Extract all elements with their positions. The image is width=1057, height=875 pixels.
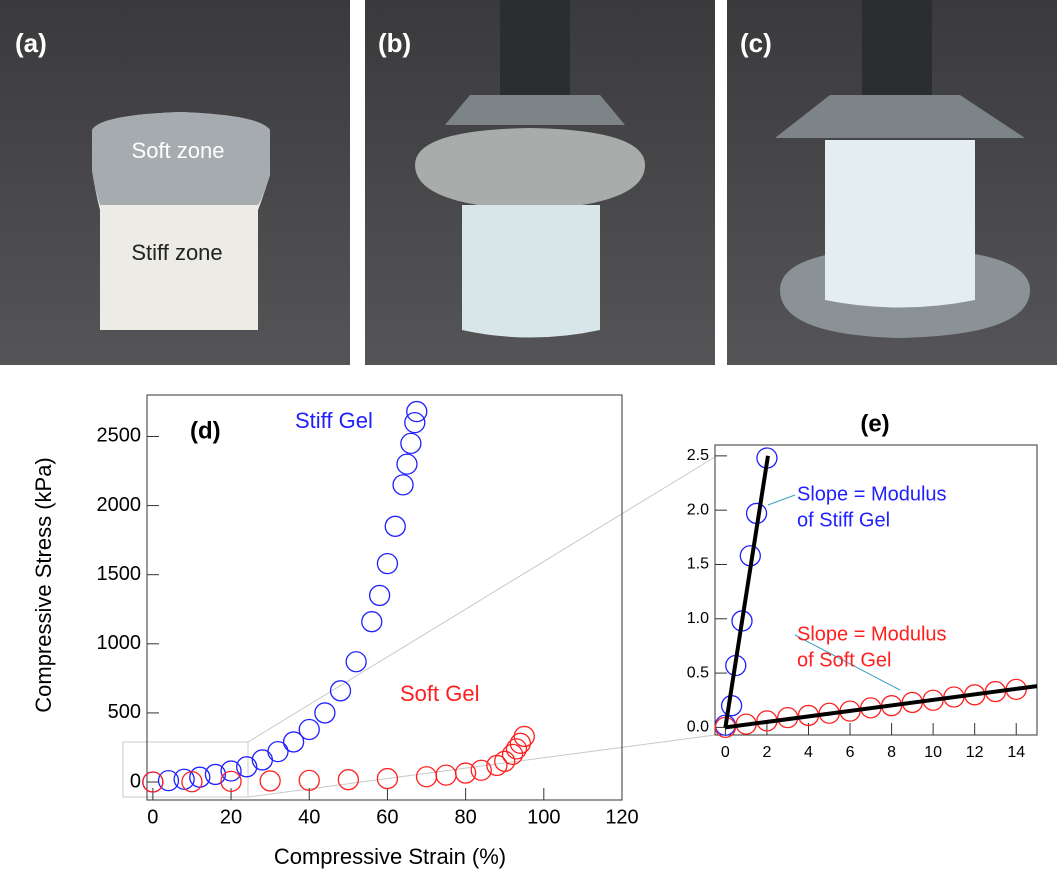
chart-title: (e) xyxy=(860,410,889,437)
panel-label: (c) xyxy=(740,28,772,58)
x-tick-label: 80 xyxy=(454,806,476,828)
zoom-line xyxy=(248,457,715,742)
photo-b: (b) xyxy=(365,0,715,365)
annotation: of Stiff Gel xyxy=(797,509,890,531)
panel-label: (a) xyxy=(15,28,47,58)
photo-a: (a) Soft zone Stiff zone xyxy=(0,0,350,365)
zone-label: Soft zone xyxy=(132,138,225,163)
x-tick-label: 6 xyxy=(846,744,855,761)
annotation: Slope = Modulus xyxy=(797,483,947,505)
x-tick-label: 20 xyxy=(220,806,242,828)
data-point xyxy=(205,764,225,784)
annotation: of Soft Gel xyxy=(797,649,892,671)
data-point xyxy=(397,454,417,474)
x-tick-label: 0 xyxy=(147,806,158,828)
x-tick-label: 8 xyxy=(887,744,896,761)
data-point xyxy=(331,681,351,701)
data-point xyxy=(260,771,280,791)
x-tick-label: 12 xyxy=(966,744,984,761)
y-tick-label: 2.5 xyxy=(687,447,709,464)
x-tick-label: 2 xyxy=(762,744,771,761)
y-tick-label: 1.5 xyxy=(687,556,709,573)
y-tick-label: 0 xyxy=(130,770,141,792)
data-point xyxy=(338,770,358,790)
chart-title: (d) xyxy=(190,417,221,444)
data-point xyxy=(370,585,390,605)
fit-line xyxy=(725,686,1037,727)
series-label: Stiff Gel xyxy=(295,408,373,433)
x-tick-label: 0 xyxy=(721,744,730,761)
data-point xyxy=(510,733,530,753)
data-point xyxy=(346,652,366,672)
x-tick-label: 120 xyxy=(605,806,638,828)
y-tick-label: 1500 xyxy=(97,563,142,585)
data-point xyxy=(407,402,427,422)
figure: (a) Soft zone Stiff zone (b) (c) (d)0204… xyxy=(0,0,1057,875)
y-tick-label: 1000 xyxy=(97,632,142,654)
y-tick-label: 2000 xyxy=(97,494,142,516)
y-tick-label: 500 xyxy=(108,701,141,723)
data-point xyxy=(393,475,413,495)
x-tick-label: 14 xyxy=(1007,744,1025,761)
fit-line xyxy=(725,456,768,728)
zoom-line xyxy=(248,735,715,797)
data-point xyxy=(252,750,272,770)
data-point xyxy=(182,772,202,792)
data-point xyxy=(377,554,397,574)
panel-label: (b) xyxy=(378,28,411,58)
annotation: Slope = Modulus xyxy=(797,623,947,645)
zone-label: Stiff zone xyxy=(131,240,222,265)
data-point xyxy=(385,516,405,536)
x-tick-label: 40 xyxy=(298,806,320,828)
y-tick-label: 1.0 xyxy=(687,610,709,627)
y-axis-label: Compressive Stress (kPa) xyxy=(31,457,56,713)
zoom-guides xyxy=(123,457,715,797)
x-tick-label: 100 xyxy=(527,806,560,828)
x-tick-label: 60 xyxy=(376,806,398,828)
y-tick-label: 2.0 xyxy=(687,501,709,518)
data-point xyxy=(362,612,382,632)
x-axis-label: Compressive Strain (%) xyxy=(274,844,506,869)
annotation-leader xyxy=(768,495,795,505)
x-tick-label: 4 xyxy=(804,744,813,761)
data-point xyxy=(315,703,335,723)
data-point xyxy=(417,767,437,787)
y-tick-label: 2500 xyxy=(97,425,142,447)
data-point xyxy=(299,720,319,740)
x-tick-label: 10 xyxy=(924,744,942,761)
photo-c: (c) xyxy=(727,0,1057,365)
series-label: Soft Gel xyxy=(400,681,479,706)
data-point xyxy=(436,765,456,785)
plot-frame xyxy=(147,395,622,800)
data-point xyxy=(401,433,421,453)
y-tick-label: 0.5 xyxy=(687,664,709,681)
y-tick-label: 0.0 xyxy=(687,719,709,736)
data-point xyxy=(299,770,319,790)
data-point xyxy=(268,742,288,762)
